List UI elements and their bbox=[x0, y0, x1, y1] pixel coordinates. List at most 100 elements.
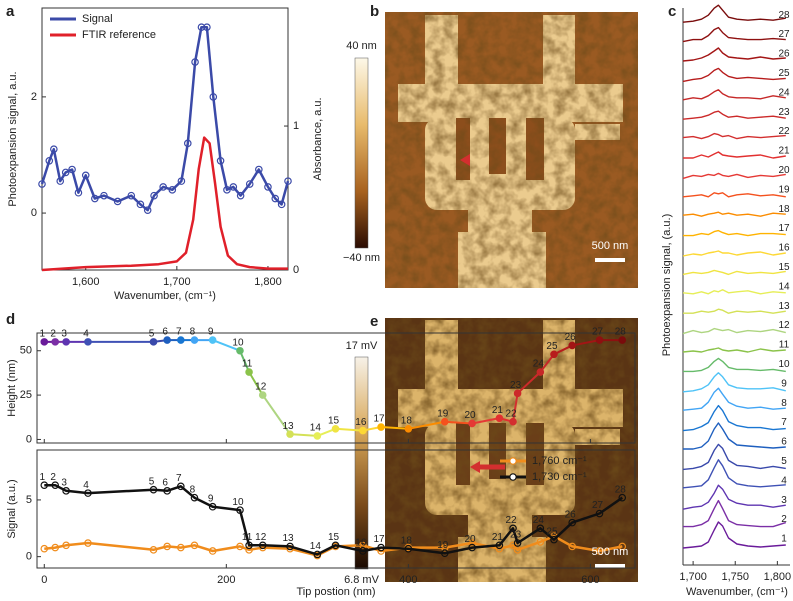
line bbox=[682, 443, 786, 471]
legend-label: 1,730 cm⁻¹ bbox=[532, 471, 587, 483]
marker bbox=[45, 156, 54, 165]
line bbox=[682, 172, 786, 180]
trace-label: 26 bbox=[778, 49, 790, 60]
point-label: 5 bbox=[149, 329, 155, 340]
marker bbox=[136, 200, 145, 209]
panel-letter: c bbox=[668, 3, 676, 20]
marker bbox=[177, 482, 185, 491]
point-label: 23 bbox=[510, 380, 522, 391]
marker bbox=[216, 156, 225, 165]
trace-label: 4 bbox=[781, 475, 787, 486]
trace-label: 20 bbox=[778, 165, 790, 176]
marker bbox=[91, 194, 99, 203]
marker bbox=[203, 23, 211, 31]
trace-label: 24 bbox=[778, 87, 790, 98]
marker bbox=[177, 336, 185, 344]
marker bbox=[359, 547, 367, 555]
y-tick-label: 2 bbox=[31, 91, 37, 103]
marker bbox=[236, 542, 244, 551]
trace-label: 25 bbox=[778, 68, 790, 79]
trace-label: 1 bbox=[781, 534, 787, 545]
line bbox=[682, 67, 786, 83]
line-segment bbox=[408, 420, 445, 430]
marker bbox=[84, 489, 92, 497]
trace-label: 2 bbox=[781, 514, 787, 525]
point-label: 28 bbox=[615, 327, 627, 338]
marker bbox=[377, 423, 385, 431]
marker bbox=[113, 197, 122, 206]
marker bbox=[61, 168, 70, 177]
point-label: 27 bbox=[592, 500, 604, 511]
marker bbox=[495, 541, 504, 550]
marker bbox=[255, 165, 263, 174]
marker bbox=[513, 539, 522, 547]
marker bbox=[264, 183, 272, 191]
trace-label: 7 bbox=[781, 417, 787, 428]
line bbox=[682, 459, 786, 489]
point-label: 13 bbox=[282, 533, 294, 544]
y-tick-label: 0 bbox=[26, 433, 32, 445]
marker bbox=[313, 432, 322, 440]
x-axis-label: Wavenumber, (cm⁻¹) bbox=[686, 586, 788, 598]
colorbar bbox=[354, 57, 369, 249]
line bbox=[682, 26, 786, 43]
panel-letter: e bbox=[370, 313, 378, 330]
marker bbox=[190, 493, 199, 502]
marker bbox=[258, 391, 267, 399]
x-tick-label: 0 bbox=[41, 574, 47, 586]
y-axis-label: Signal (a.u.) bbox=[6, 479, 18, 538]
line bbox=[682, 132, 786, 140]
marker bbox=[56, 177, 65, 185]
line bbox=[682, 89, 786, 101]
panel-letter: a bbox=[6, 3, 15, 20]
line bbox=[682, 347, 786, 353]
point-label: 9 bbox=[208, 327, 214, 338]
point-label: 1 bbox=[40, 472, 46, 483]
marker bbox=[377, 543, 385, 552]
marker bbox=[468, 543, 476, 552]
point-label: 19 bbox=[437, 408, 449, 419]
point-label: 11 bbox=[242, 359, 253, 370]
line-segment bbox=[471, 417, 500, 425]
point-label: 13 bbox=[282, 421, 294, 432]
image-texture bbox=[385, 12, 638, 288]
point-label: 16 bbox=[355, 538, 367, 549]
marker bbox=[536, 538, 545, 546]
marker bbox=[359, 426, 367, 435]
marker bbox=[149, 338, 158, 346]
marker bbox=[197, 23, 206, 31]
line bbox=[682, 110, 786, 120]
marker bbox=[286, 430, 294, 438]
colorbar-label: −40 nm bbox=[343, 252, 380, 264]
marker bbox=[618, 493, 627, 502]
trace-label: 12 bbox=[778, 320, 790, 331]
marker bbox=[536, 524, 545, 533]
y-tick-label: 0 bbox=[31, 207, 37, 219]
marker bbox=[127, 191, 136, 200]
x-tick-label: 1,700 bbox=[679, 571, 707, 583]
trace-label: 8 bbox=[781, 398, 787, 409]
x-axis-label: Wavenumber, (cm⁻¹) bbox=[114, 290, 216, 302]
x-tick-label: 1,800 bbox=[254, 276, 282, 288]
marker bbox=[468, 419, 476, 428]
marker bbox=[404, 425, 413, 433]
line-segment bbox=[444, 420, 473, 425]
marker bbox=[223, 186, 231, 194]
trace-label: 16 bbox=[778, 243, 790, 254]
line bbox=[682, 327, 786, 335]
trace-label: 14 bbox=[778, 281, 790, 292]
y-axis-label: Height (nm) bbox=[6, 359, 18, 416]
arrow-head bbox=[460, 154, 470, 166]
trace-label: 21 bbox=[778, 146, 790, 157]
point-label: 8 bbox=[190, 327, 196, 338]
point-label: 1 bbox=[40, 329, 46, 340]
line bbox=[682, 4, 786, 23]
plot-frame bbox=[41, 7, 289, 271]
y2-tick-label: 1 bbox=[293, 120, 299, 132]
colorbar-label: 40 nm bbox=[346, 40, 377, 52]
y-axis-label: Photoexpansion signal, (a.u.) bbox=[661, 214, 673, 356]
marker bbox=[163, 336, 171, 344]
line bbox=[683, 422, 786, 450]
point-label: 15 bbox=[328, 415, 340, 426]
marker bbox=[40, 338, 49, 346]
